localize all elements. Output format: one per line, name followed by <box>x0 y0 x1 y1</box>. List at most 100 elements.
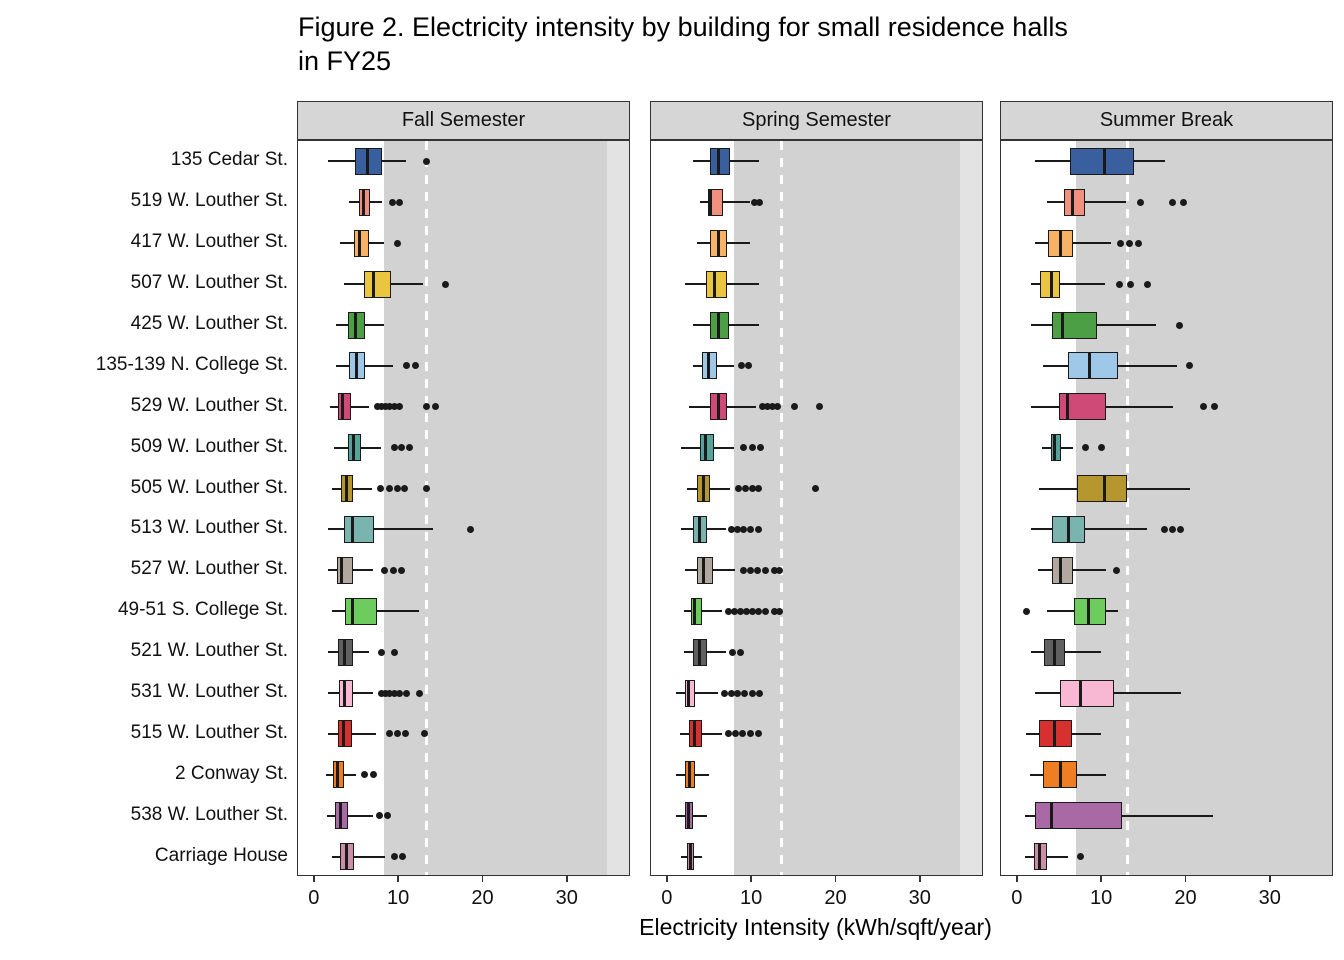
boxplot-median <box>1066 515 1070 543</box>
outlier-point <box>755 525 763 533</box>
boxplot-box <box>1051 556 1073 584</box>
outlier-point <box>411 362 419 370</box>
boxplot-median <box>701 475 705 503</box>
outlier-point <box>756 198 764 206</box>
outlier-point <box>399 853 407 861</box>
y-axis-label: 509 W. Louther St. <box>130 435 288 457</box>
outlier-point <box>1134 239 1142 247</box>
boxplot-median <box>687 679 691 707</box>
outlier-point <box>393 239 401 247</box>
boxplot-median <box>716 311 720 339</box>
outlier-point <box>741 689 749 697</box>
boxplot-median <box>1053 434 1057 462</box>
outlier-point <box>773 403 781 411</box>
boxplot-box <box>691 597 702 625</box>
boxplot-median <box>709 188 713 216</box>
shaded-region-light <box>606 141 629 875</box>
outlier-point <box>1169 198 1177 206</box>
boxplot-median <box>704 434 708 462</box>
boxplot-median <box>358 229 362 257</box>
outlier-point <box>746 566 754 574</box>
boxplot-median <box>342 679 346 707</box>
threshold-dashed-line <box>780 141 784 875</box>
boxplot-median <box>712 270 716 298</box>
boxplot-median <box>338 802 342 830</box>
y-axis-label: 529 W. Louther St. <box>130 394 288 416</box>
outlier-point <box>420 730 428 738</box>
outlier-point <box>422 485 430 493</box>
outlier-point <box>755 485 763 493</box>
boxplot-median <box>689 843 693 871</box>
outlier-point <box>442 280 450 288</box>
outlier-point <box>385 730 393 738</box>
outlier-point <box>1179 198 1187 206</box>
outlier-point <box>376 812 384 820</box>
boxplot-median <box>687 802 691 830</box>
outlier-point <box>1125 239 1133 247</box>
facet-strip: Summer Break <box>1000 101 1333 140</box>
threshold-dashed-line <box>425 141 429 875</box>
boxplot-box <box>1034 802 1123 830</box>
outlier-point <box>763 403 771 411</box>
y-axis-label: 505 W. Louther St. <box>130 476 288 498</box>
outlier-point <box>1076 853 1084 861</box>
outlier-point <box>1112 566 1120 574</box>
boxplot-median <box>1058 556 1062 584</box>
facet-panel <box>650 140 983 876</box>
x-axis-tick <box>566 876 568 882</box>
boxplot-median <box>1050 802 1054 830</box>
outlier-point <box>398 444 406 452</box>
outlier-point <box>390 853 398 861</box>
y-axis-label: 425 W. Louther St. <box>130 313 288 334</box>
boxplot-median <box>1058 229 1062 257</box>
boxplot-whisker <box>1030 651 1102 654</box>
outlier-point <box>745 362 753 370</box>
y-axis-label: 519 W. Louther St. <box>130 190 288 212</box>
x-axis-tick-label: 20 <box>1174 887 1197 909</box>
x-axis-tick-label: 30 <box>1258 887 1281 909</box>
boxplot-median <box>716 393 720 421</box>
outlier-point <box>403 362 411 370</box>
outlier-point <box>361 771 369 779</box>
facet-panel <box>1000 140 1333 876</box>
outlier-point <box>755 730 763 738</box>
boxplot-median <box>342 638 346 666</box>
outlier-point <box>1199 403 1207 411</box>
boxplot-box <box>710 147 731 175</box>
boxplot-whisker <box>699 201 751 204</box>
boxplot-box <box>339 679 353 707</box>
boxplot-whisker <box>1030 528 1147 531</box>
boxplot-whisker <box>326 814 374 817</box>
shaded-region-light <box>959 141 982 875</box>
boxplot-median <box>351 515 355 543</box>
facet-strip: Fall Semester <box>297 101 630 140</box>
outlier-point <box>373 403 381 411</box>
boxplot-median <box>354 352 358 380</box>
outlier-point <box>381 566 389 574</box>
outlier-point <box>377 648 385 656</box>
outlier-point <box>383 812 391 820</box>
x-axis-tick <box>666 876 668 882</box>
x-axis-tick-label: 20 <box>471 887 494 909</box>
outlier-point <box>768 403 776 411</box>
outlier-point <box>415 689 423 697</box>
boxplot-box <box>1039 270 1060 298</box>
boxplot-median <box>698 515 702 543</box>
x-axis-title: Electricity Intensity (kWh/sqft/year) <box>639 914 992 940</box>
outlier-point <box>1097 444 1105 452</box>
boxplot-median <box>1061 311 1065 339</box>
outlier-point <box>385 485 393 493</box>
outlier-point <box>467 525 475 533</box>
boxplot-median <box>701 556 705 584</box>
outlier-point <box>735 485 743 493</box>
outlier-point <box>751 198 759 206</box>
outlier-point <box>1186 362 1194 370</box>
outlier-point <box>748 689 756 697</box>
boxplot-whisker <box>676 692 718 694</box>
outlier-point <box>816 403 824 411</box>
x-axis-tick-label: 0 <box>661 887 673 909</box>
y-axis-label: 507 W. Louther St. <box>130 272 288 294</box>
outlier-point <box>740 525 748 533</box>
y-axis-label: 135 Cedar St. <box>170 149 288 171</box>
facet-strip: Spring Semester <box>650 101 983 140</box>
